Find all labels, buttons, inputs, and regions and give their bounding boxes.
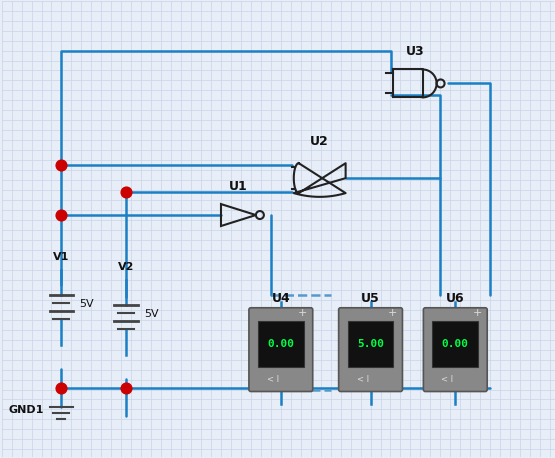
FancyBboxPatch shape [249, 308, 312, 392]
FancyBboxPatch shape [258, 321, 304, 366]
Text: < I: < I [267, 375, 279, 383]
Text: U3: U3 [406, 44, 425, 58]
Point [57, 212, 66, 219]
Text: 5V: 5V [144, 309, 159, 319]
FancyBboxPatch shape [339, 308, 402, 392]
FancyBboxPatch shape [347, 321, 393, 366]
Text: 0.00: 0.00 [442, 338, 469, 349]
Text: +: + [472, 308, 482, 318]
Text: < I: < I [441, 375, 453, 383]
Text: U2: U2 [310, 135, 329, 148]
Text: V2: V2 [118, 262, 134, 272]
Text: < I: < I [356, 375, 369, 383]
Text: U1: U1 [229, 180, 248, 193]
Point [122, 384, 131, 391]
FancyBboxPatch shape [423, 308, 487, 392]
Text: +: + [298, 308, 307, 318]
Text: 5.00: 5.00 [357, 338, 384, 349]
Text: V1: V1 [53, 252, 70, 262]
Text: U5: U5 [361, 292, 380, 305]
Text: U4: U4 [271, 292, 290, 305]
Point [122, 188, 131, 196]
Text: GND1: GND1 [8, 405, 43, 415]
FancyBboxPatch shape [432, 321, 478, 366]
Point [57, 162, 66, 169]
Point [57, 384, 66, 391]
Text: 0.00: 0.00 [268, 338, 294, 349]
Text: U6: U6 [446, 292, 465, 305]
Text: +: + [388, 308, 397, 318]
Text: 5V: 5V [79, 299, 94, 309]
